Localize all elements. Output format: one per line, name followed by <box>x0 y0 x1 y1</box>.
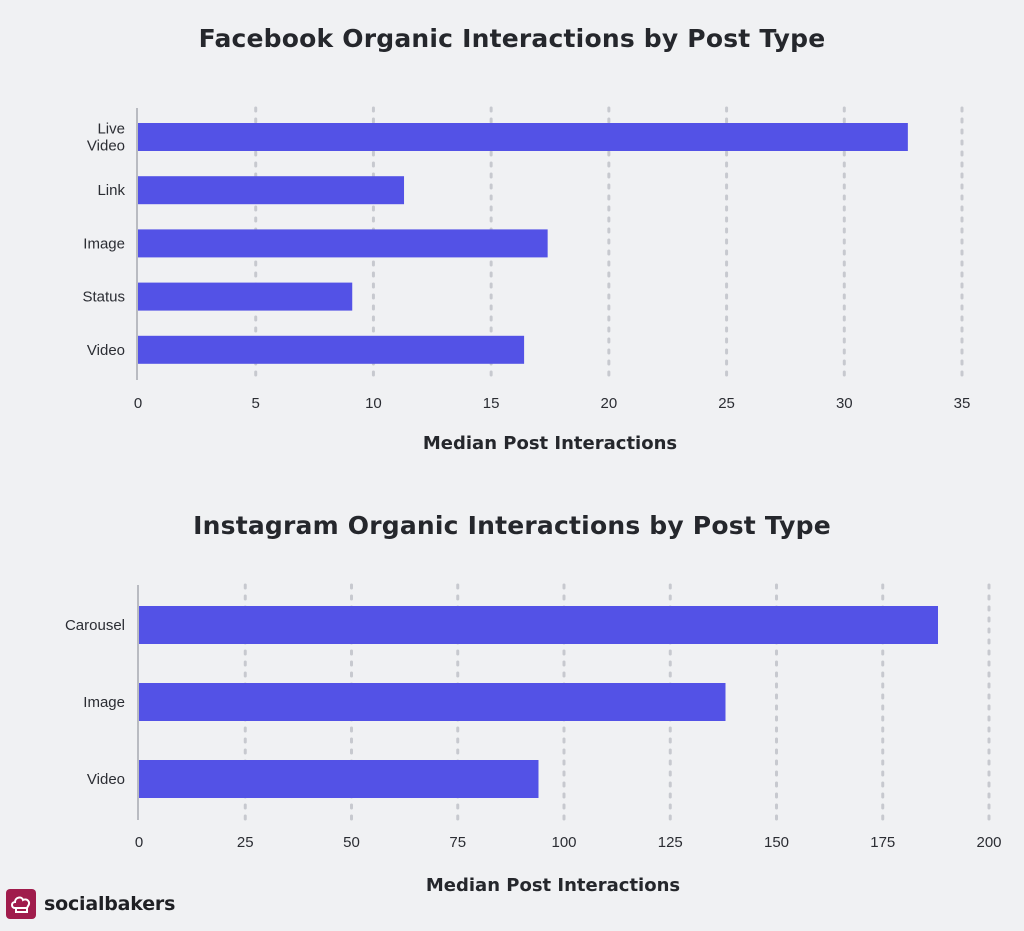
facebook-bar <box>138 335 525 364</box>
instagram-x-tick-label: 50 <box>343 834 360 851</box>
facebook-category-label-line: Video <box>87 138 125 155</box>
facebook-x-tick-label: 0 <box>134 395 142 412</box>
facebook-category-label: Link <box>97 182 125 199</box>
instagram-chart-title: Instagram Organic Interactions by Post T… <box>193 511 831 540</box>
instagram-category-label: Video <box>87 771 125 788</box>
instagram-x-tick-label: 200 <box>976 834 1001 851</box>
facebook-category-label: Image <box>83 235 125 252</box>
chef-hat-icon <box>6 889 36 919</box>
facebook-category-label-line: Live <box>97 121 125 138</box>
facebook-x-tick-label: 10 <box>365 395 382 412</box>
instagram-category-label: Carousel <box>65 617 125 634</box>
brand-name: socialbakers <box>44 893 176 915</box>
instagram-x-tick-label: 75 <box>449 834 466 851</box>
facebook-bar <box>138 176 405 205</box>
facebook-x-tick-label: 5 <box>252 395 260 412</box>
facebook-bar <box>138 123 908 151</box>
facebook-x-tick-label: 30 <box>836 395 853 412</box>
instagram-x-tick-label: 100 <box>551 834 576 851</box>
facebook-category-label: Live Video <box>87 121 125 155</box>
instagram-x-axis-label: Median Post Interactions <box>425 875 681 896</box>
instagram-category-label: Image <box>83 694 125 711</box>
facebook-chart-title: Facebook Organic Interactions by Post Ty… <box>198 24 826 53</box>
facebook-bar <box>138 282 353 311</box>
facebook-x-axis-label: Median Post Interactions <box>422 433 678 454</box>
socialbakers-logo: socialbakers <box>6 886 175 922</box>
facebook-x-tick-label: 20 <box>601 395 618 412</box>
facebook-category-label: Video <box>87 342 125 359</box>
instagram-x-tick-label: 175 <box>870 834 895 851</box>
instagram-x-tick-label: 150 <box>764 834 789 851</box>
facebook-x-tick-label: 15 <box>483 395 500 412</box>
instagram-bar <box>139 683 726 721</box>
instagram-bar <box>139 606 938 644</box>
instagram-x-tick-label: 125 <box>658 834 683 851</box>
facebook-category-label: Status <box>82 289 125 306</box>
instagram-x-tick-label: 0 <box>135 834 143 851</box>
facebook-x-tick-label: 35 <box>954 395 971 412</box>
facebook-x-tick-label: 25 <box>718 395 735 412</box>
facebook-bar <box>138 229 548 258</box>
instagram-bar <box>139 760 539 798</box>
instagram-x-tick-label: 25 <box>237 834 254 851</box>
